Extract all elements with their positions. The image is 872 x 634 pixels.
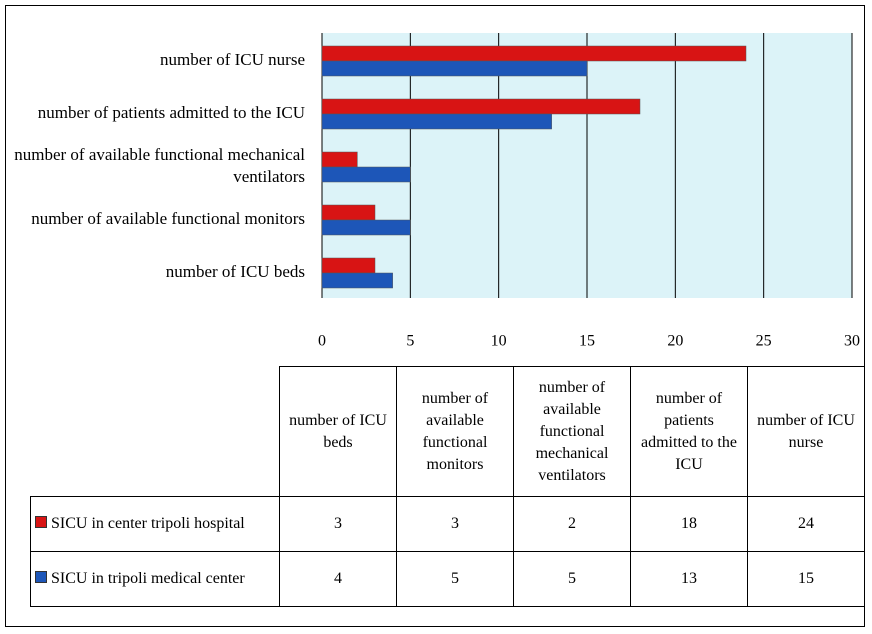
x-tick-label: 5: [406, 333, 414, 350]
legend-cell: SICU in tripoli medical center: [30, 551, 280, 607]
bar: [321, 219, 411, 236]
bar: [321, 60, 588, 77]
bar: [321, 272, 393, 289]
bar: [321, 45, 747, 62]
table-value: 4: [279, 551, 397, 607]
table-value: 5: [396, 551, 514, 607]
table-header: number of ICU beds: [279, 366, 397, 497]
table-header: number of patients admitted to the ICU: [630, 366, 748, 497]
table-value: 15: [747, 551, 865, 607]
table-value: 3: [279, 496, 397, 552]
table-row: SICU in tripoli medical center 4 5 5 13 15: [30, 551, 865, 607]
x-tick-label: 30: [844, 333, 860, 350]
x-tick-label: 25: [756, 333, 772, 350]
bar: [321, 151, 358, 168]
legend-label: SICU in center tripoli hospital: [51, 515, 245, 532]
category-label: number of ICU nurse: [160, 49, 305, 69]
table-value: 2: [513, 496, 631, 552]
category-label: number of patients admitted to the ICU: [37, 102, 305, 122]
x-tick-label: 15: [579, 333, 595, 350]
data-table: number of ICU beds number of available fu…: [30, 366, 865, 607]
legend-swatch: [35, 516, 47, 528]
bar: [321, 166, 411, 183]
table-header: number of available functional monitors: [396, 366, 514, 497]
bar: [321, 113, 552, 130]
table-value: 24: [747, 496, 865, 552]
x-tick-label: 10: [491, 333, 507, 350]
frame: [5, 5, 865, 627]
category-label: number of available functional mechanica…: [14, 144, 305, 186]
table-value: 3: [396, 496, 514, 552]
bar: [321, 204, 376, 221]
table-header-row: number of ICU beds number of available fu…: [31, 366, 865, 497]
table-header: number of ICU nurse: [747, 366, 865, 497]
x-tick-label: 20: [667, 333, 683, 350]
table-value: 13: [630, 551, 748, 607]
bar: [321, 98, 641, 115]
category-label: number of ICU beds: [165, 261, 305, 281]
x-tick-label: 0: [318, 333, 326, 350]
table-corner: [31, 367, 280, 497]
table-value: 5: [513, 551, 631, 607]
table-row: SICU in center tripoli hospital 3 3 2 18 24: [30, 496, 865, 552]
table-value: 18: [630, 496, 748, 552]
table-header: number of available functional mechanica…: [513, 366, 631, 497]
category-label: number of available functional monitors: [31, 208, 305, 228]
legend-swatch: [35, 571, 47, 583]
bar: [321, 257, 376, 274]
legend-label: SICU in tripoli medical center: [51, 570, 245, 587]
legend-cell: SICU in center tripoli hospital: [30, 496, 280, 552]
